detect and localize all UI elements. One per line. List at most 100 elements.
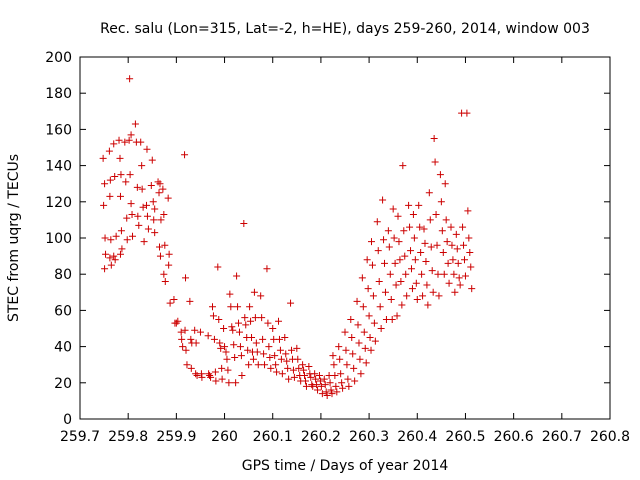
data-point bbox=[386, 270, 394, 278]
data-point bbox=[363, 256, 371, 264]
y-tick-label: 40 bbox=[54, 340, 72, 356]
data-point bbox=[347, 315, 355, 323]
data-point bbox=[294, 355, 302, 363]
data-point bbox=[432, 210, 440, 218]
x-axis-label: GPS time / Days of year 2014 bbox=[242, 458, 449, 474]
data-point bbox=[198, 373, 206, 381]
data-point bbox=[110, 140, 118, 148]
data-point bbox=[182, 274, 190, 282]
data-point bbox=[356, 355, 364, 363]
data-points bbox=[99, 75, 476, 399]
data-point bbox=[156, 243, 163, 251]
data-point bbox=[117, 227, 125, 235]
data-point bbox=[264, 319, 272, 327]
data-point bbox=[182, 346, 190, 354]
data-point bbox=[131, 120, 139, 128]
data-point bbox=[418, 270, 426, 278]
x-tick-label: 260.3 bbox=[349, 429, 389, 445]
data-point bbox=[128, 210, 136, 218]
data-point bbox=[101, 234, 109, 242]
data-point bbox=[326, 379, 334, 387]
data-point bbox=[216, 339, 224, 347]
data-point bbox=[265, 343, 273, 351]
data-point bbox=[345, 382, 353, 390]
data-point bbox=[437, 198, 445, 206]
data-point bbox=[193, 372, 201, 380]
data-point bbox=[284, 364, 292, 372]
data-point bbox=[413, 296, 421, 304]
data-point bbox=[395, 238, 403, 246]
data-point bbox=[238, 372, 246, 380]
data-point bbox=[456, 281, 464, 289]
data-point bbox=[252, 339, 260, 347]
data-point bbox=[151, 205, 159, 213]
data-point bbox=[260, 350, 268, 358]
data-point bbox=[191, 326, 199, 334]
x-tick-label: 260.6 bbox=[494, 429, 534, 445]
data-point bbox=[133, 183, 141, 191]
data-point bbox=[381, 288, 389, 296]
data-point bbox=[214, 263, 222, 271]
y-axis-label: STEC from uqrg / TECUs bbox=[6, 154, 22, 322]
data-point bbox=[140, 238, 148, 246]
data-point bbox=[380, 236, 388, 244]
data-point bbox=[278, 370, 286, 378]
data-point bbox=[205, 370, 213, 378]
data-point bbox=[223, 355, 231, 363]
data-point bbox=[295, 364, 303, 372]
x-tick-label: 259.8 bbox=[108, 429, 148, 445]
data-point bbox=[428, 267, 436, 275]
data-point bbox=[212, 377, 220, 385]
data-point bbox=[123, 236, 131, 244]
data-point bbox=[246, 303, 254, 311]
data-point bbox=[149, 198, 157, 206]
data-point bbox=[157, 216, 165, 224]
data-point bbox=[102, 250, 110, 258]
data-point bbox=[406, 223, 414, 231]
data-point bbox=[107, 261, 115, 269]
data-point bbox=[221, 343, 229, 351]
data-point bbox=[388, 315, 396, 323]
data-point bbox=[408, 285, 416, 293]
data-point bbox=[373, 218, 381, 226]
data-point bbox=[439, 248, 447, 256]
data-point bbox=[99, 154, 107, 162]
data-point bbox=[134, 212, 142, 220]
data-point bbox=[403, 292, 411, 300]
data-point bbox=[123, 214, 131, 222]
data-point bbox=[230, 341, 238, 349]
data-point bbox=[344, 375, 352, 383]
data-point bbox=[337, 370, 345, 378]
data-point bbox=[400, 227, 408, 235]
data-point bbox=[322, 388, 330, 396]
data-point bbox=[100, 201, 108, 209]
data-point bbox=[435, 292, 443, 300]
data-point bbox=[196, 328, 204, 336]
x-tick-label: 260.4 bbox=[397, 429, 437, 445]
data-point bbox=[111, 256, 119, 264]
data-point bbox=[309, 382, 317, 390]
data-point bbox=[236, 343, 244, 351]
data-point bbox=[117, 171, 125, 179]
data-point bbox=[301, 377, 309, 385]
data-point bbox=[165, 250, 173, 258]
data-point bbox=[266, 353, 274, 361]
data-point bbox=[317, 382, 325, 390]
data-point bbox=[282, 350, 290, 358]
data-point bbox=[461, 272, 469, 280]
axis-ticks: 259.7 259.8 259.9 260 260.1 260.2 260.3 260.4 26… bbox=[45, 50, 630, 445]
data-point bbox=[451, 288, 459, 296]
data-point bbox=[358, 274, 366, 282]
data-point bbox=[161, 277, 169, 285]
data-point bbox=[332, 382, 340, 390]
data-point bbox=[302, 382, 310, 390]
data-point bbox=[466, 248, 474, 256]
data-point bbox=[275, 335, 283, 343]
data-point bbox=[365, 312, 373, 320]
data-point bbox=[259, 335, 267, 343]
data-point bbox=[148, 156, 156, 164]
data-point bbox=[107, 236, 115, 244]
data-point bbox=[273, 368, 281, 376]
data-point bbox=[174, 317, 182, 325]
